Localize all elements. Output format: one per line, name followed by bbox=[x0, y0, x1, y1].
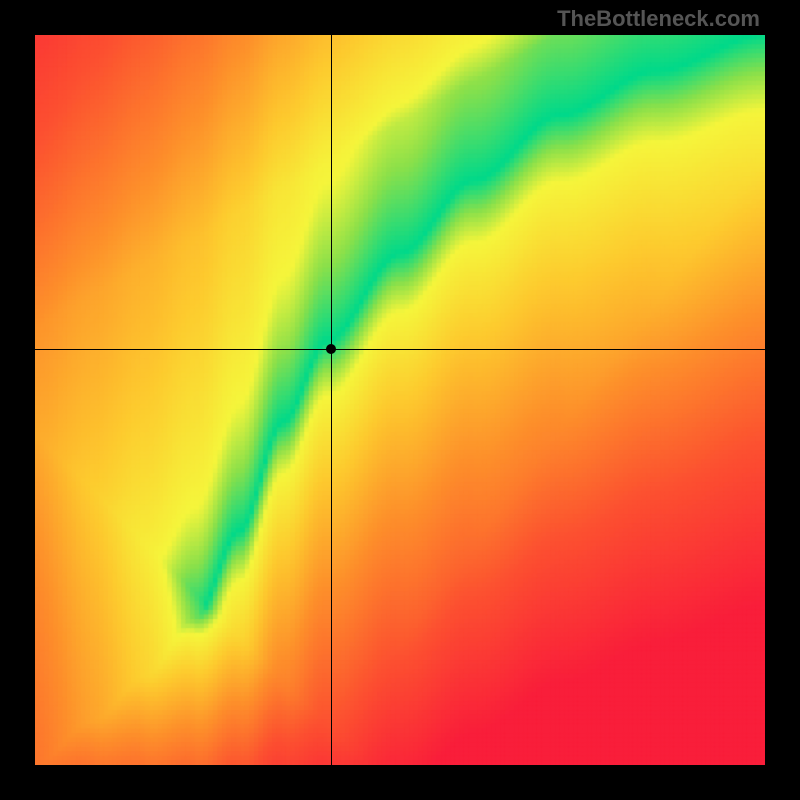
crosshair-vertical bbox=[331, 35, 332, 765]
crosshair-horizontal bbox=[35, 349, 765, 350]
marker-dot bbox=[326, 344, 336, 354]
heatmap-canvas bbox=[35, 35, 765, 765]
watermark-text: TheBottleneck.com bbox=[557, 6, 760, 32]
heatmap-plot-area bbox=[35, 35, 765, 765]
